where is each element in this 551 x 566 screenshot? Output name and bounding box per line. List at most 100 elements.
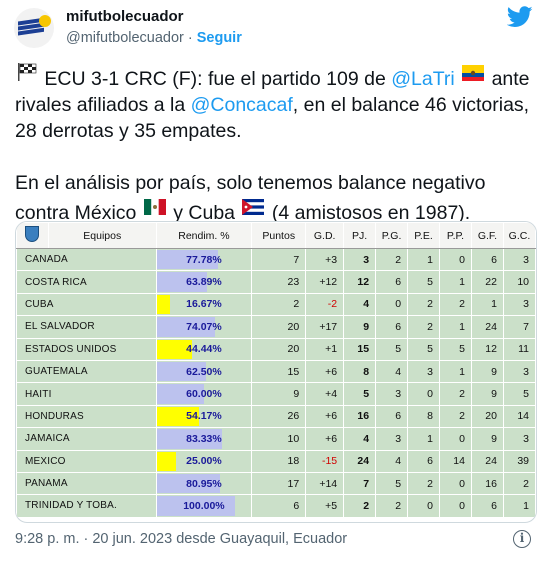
- cell-puntos: 20: [251, 337, 307, 361]
- tweet-p2-text-c: (4 amistosos en 1987).: [266, 202, 471, 224]
- rendimiento-value: 16.67%: [186, 298, 222, 311]
- cell-team: ESTADOS UNIDOS: [16, 337, 157, 361]
- mention-concacaf[interactable]: @Concacaf: [190, 94, 293, 116]
- cell-pe: 2: [407, 292, 441, 317]
- cell-team: JAMAICA: [16, 427, 157, 451]
- cell-pe: 1: [407, 247, 441, 272]
- cell-pj: 24: [343, 449, 377, 473]
- handle-row: @mifutbolecuador · Seguir: [66, 30, 242, 46]
- handle[interactable]: @mifutbolecuador: [66, 30, 184, 46]
- col-header-pe: P.E.: [407, 222, 441, 249]
- cell-puntos: 9: [251, 382, 307, 406]
- cell-gd: +6: [305, 359, 345, 384]
- table-row: GUATEMALA 62.50% 15 +6 8 4 3 1 9 3: [16, 359, 536, 384]
- tweet-p1-text-b: ante rivales afiliados a la: [15, 68, 530, 116]
- cell-gf: 6: [470, 494, 504, 518]
- cell-gd: -15: [305, 449, 345, 473]
- cell-gd: +17: [305, 315, 345, 339]
- team-crest-icon: [16, 222, 49, 249]
- cell-pe: 8: [407, 404, 441, 429]
- cell-gd: +6: [305, 427, 345, 451]
- cell-gd: +1: [305, 337, 345, 361]
- cell-pe: 2: [407, 471, 441, 496]
- checkered-flag-icon: [17, 62, 37, 88]
- tweet-p1-text-a: ECU 3-1 CRC (F): fue el partido 109 de: [39, 68, 392, 90]
- cell-rendimiento: 77.78%: [155, 247, 253, 272]
- tweet-timestamp[interactable]: 9:28 p. m. · 20 jun. 2023 desde Guayaqui…: [15, 531, 348, 547]
- rendimiento-value: 80.95%: [186, 477, 222, 490]
- cell-pg: 5: [375, 337, 409, 361]
- rendimiento-value: 44.44%: [186, 343, 222, 356]
- rendimiento-bar: [156, 339, 192, 359]
- cell-team: HONDURAS: [16, 404, 157, 429]
- cell-pe: 0: [407, 382, 441, 406]
- table-row: CANADA 77.78% 7 +3 3 2 1 0 6 3: [16, 247, 536, 272]
- cell-puntos: 20: [251, 315, 307, 339]
- cell-gc: 11: [502, 337, 536, 361]
- follow-button[interactable]: Seguir: [196, 30, 242, 46]
- rendimiento-value: 63.89%: [186, 276, 222, 289]
- cell-pp: 5: [439, 337, 472, 361]
- cell-pg: 6: [375, 270, 409, 294]
- cell-gc: 2: [502, 471, 536, 496]
- cell-puntos: 2: [251, 292, 307, 317]
- cell-team: COSTA RICA: [16, 270, 157, 294]
- cell-pe: 1: [407, 427, 441, 451]
- cell-pg: 2: [375, 247, 409, 272]
- cell-gd: +5: [305, 494, 345, 518]
- cell-gf: 9: [470, 359, 504, 384]
- rendimiento-value: 100.00%: [183, 499, 225, 512]
- rendimiento-bar: [156, 496, 236, 516]
- cell-pj: 4: [343, 427, 377, 451]
- tweet-p2-text-b: y Cuba: [167, 202, 241, 224]
- rendimiento-bar: [156, 429, 223, 449]
- mention-latri[interactable]: @LaTri: [391, 68, 455, 90]
- table-image[interactable]: Equipos Rendim. % Puntos G.D. PJ. P.G. P…: [15, 221, 537, 523]
- twitter-bird-icon[interactable]: [506, 6, 533, 28]
- cell-gc: 3: [502, 247, 536, 272]
- rendimiento-value: 77.78%: [186, 253, 222, 266]
- cell-pp: 2: [439, 404, 472, 429]
- col-header-gf: G.F.: [470, 222, 504, 249]
- cell-gf: 20: [470, 404, 504, 429]
- table-row: CUBA 16.67% 2 -2 4 0 2 2 1 3: [16, 292, 536, 317]
- cell-pp: 2: [439, 292, 472, 317]
- cell-puntos: 26: [251, 404, 307, 429]
- mexico-flag-icon: [143, 196, 166, 222]
- avatar[interactable]: [14, 8, 54, 48]
- cell-team: TRINIDAD Y TOBA.: [16, 494, 157, 518]
- cell-gf: 22: [470, 270, 504, 294]
- cell-team: CANADA: [16, 247, 157, 272]
- display-name[interactable]: mifutbolecuador: [66, 8, 184, 25]
- cell-gc: 3: [502, 359, 536, 384]
- cell-gd: -2: [305, 292, 345, 317]
- rendimiento-bar: [156, 272, 207, 292]
- cell-team: MEXICO: [16, 449, 157, 473]
- cell-gd: +12: [305, 270, 345, 294]
- table-row: ESTADOS UNIDOS 44.44% 20 +1 15 5 5 5 12 11: [16, 337, 536, 361]
- table-row: HAITI 60.00% 9 +4 5 3 0 2 9 5: [16, 382, 536, 406]
- cell-pp: 1: [439, 359, 472, 384]
- cell-pg: 4: [375, 359, 409, 384]
- col-header-equipos: Equipos: [47, 222, 157, 249]
- rendimiento-value: 60.00%: [186, 388, 222, 401]
- info-icon[interactable]: i: [513, 530, 531, 548]
- cell-pj: 7: [343, 471, 377, 496]
- cell-rendimiento: 62.50%: [155, 359, 253, 384]
- cell-pe: 6: [407, 449, 441, 473]
- cell-gf: 6: [470, 247, 504, 272]
- cell-rendimiento: 74.07%: [155, 315, 253, 339]
- cell-puntos: 18: [251, 449, 307, 473]
- cell-puntos: 17: [251, 471, 307, 496]
- cell-pg: 5: [375, 471, 409, 496]
- rendimiento-bar: [156, 361, 206, 382]
- cell-pj: 16: [343, 404, 377, 429]
- table-header-row: Equipos Rendim. % Puntos G.D. PJ. P.G. P…: [16, 222, 536, 249]
- col-header-puntos: Puntos: [251, 222, 307, 249]
- cell-gc: 1: [502, 494, 536, 518]
- cell-gf: 16: [470, 471, 504, 496]
- stats-table: Equipos Rendim. % Puntos G.D. PJ. P.G. P…: [16, 222, 536, 518]
- cell-pe: 2: [407, 315, 441, 339]
- cell-team: CUBA: [16, 292, 157, 317]
- cell-gf: 24: [470, 315, 504, 339]
